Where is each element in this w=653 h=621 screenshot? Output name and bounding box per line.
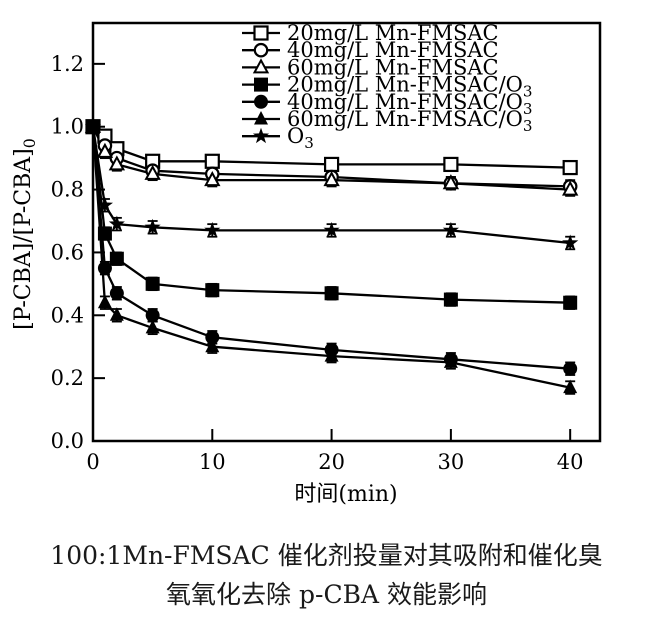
y-tick-label: 1.2 <box>51 52 84 76</box>
legend-label: 40mg/L Mn-FMSAC/O3 <box>287 90 533 118</box>
data-point-star <box>96 196 113 213</box>
legend-marker-triangle-open <box>252 58 270 74</box>
data-point-triangle-open <box>442 174 460 190</box>
x-tick-label: 40 <box>557 450 584 474</box>
y-tick-label: 0.4 <box>51 303 84 327</box>
caption-line-2: 氧氧化去除 p-CBA 效能影响 <box>166 580 487 609</box>
data-point-square-filled <box>145 276 160 291</box>
data-point-star <box>108 215 125 231</box>
data-point-triangle-filled <box>109 307 124 321</box>
data-point-triangle-open <box>108 155 126 171</box>
caption-line-1: 100:1Mn-FMSAC 催化剂投量对其吸附和催化臭 <box>50 541 603 570</box>
data-point-square-open <box>204 153 220 169</box>
data-point-star <box>442 221 459 238</box>
plot-frame <box>91 21 602 443</box>
data-point-square-filled <box>443 292 458 307</box>
x-axis-label: 时间(min) <box>294 482 397 507</box>
y-tick-label: 0.0 <box>51 429 84 453</box>
data-point-triangle-open <box>144 164 161 180</box>
data-point-circle-filled <box>205 330 220 345</box>
legend-label: 20mg/L Mn-FMSAC/O3 <box>287 73 533 101</box>
figure-caption: 100:1Mn-FMSAC 催化剂投量对其吸附和催化臭 氧氧化去除 p-CBA … <box>0 536 653 614</box>
y-tick-label: 1.0 <box>51 115 84 139</box>
legend-label: 40mg/L Mn-FMSAC <box>287 38 499 62</box>
y-axis-label: [P-CBA]/[P-CBA]0 <box>11 138 39 330</box>
legend-marker-square-open <box>253 25 269 41</box>
data-point-square-open <box>562 159 578 176</box>
y-tick-label: 0.8 <box>51 178 84 202</box>
legend-marker-triangle-filled <box>254 111 268 125</box>
data-point-star <box>204 221 221 238</box>
x-tick-label: 30 <box>438 450 465 474</box>
data-point-triangle-filled <box>145 319 160 334</box>
data-point-circle-filled <box>97 261 112 276</box>
data-point-square-filled <box>109 251 124 266</box>
data-point-triangle-filled <box>97 294 112 309</box>
data-point-circle-filled <box>109 286 124 301</box>
legend-marker-circle-open <box>253 42 269 58</box>
data-point-square-open <box>323 156 340 173</box>
data-point-triangle-open <box>204 171 221 187</box>
data-point-star <box>144 218 161 235</box>
chart-canvas: 0.0 0.2 0.4 0.6 0.8 1.0 1.2 0 10 20 30 40 时间(min) [P-… <box>11 21 602 507</box>
data-point-triangle-filled <box>443 354 458 368</box>
legend-label: 60mg/L Mn-FMSAC/O3 <box>287 107 533 135</box>
data-point-triangle-filled <box>563 379 578 394</box>
legend-label: O3 <box>287 124 314 152</box>
data-point-triangle-open <box>561 180 579 196</box>
data-point-square-filled <box>563 295 578 310</box>
data-point-star <box>562 234 579 250</box>
data-point-star <box>84 118 102 134</box>
legend-marker-star <box>252 127 270 144</box>
data-point-triangle-filled <box>324 348 339 362</box>
data-point-square-filled <box>97 226 112 241</box>
legend-label: 20mg/L Mn-FMSAC <box>287 21 499 45</box>
data-point-square-open <box>443 156 459 173</box>
series-line-square-filled <box>91 126 571 304</box>
y-tick-label: 0.2 <box>51 366 84 390</box>
x-tick-label: 20 <box>318 450 345 474</box>
data-point-triangle-filled <box>205 338 220 353</box>
data-point-triangle-open <box>96 142 114 158</box>
x-tick-label: 10 <box>199 450 226 474</box>
data-point-circle-filled <box>563 361 578 376</box>
legend-marker-circle-filled <box>254 94 268 109</box>
y-tick-label: 0.6 <box>51 240 84 264</box>
data-point-star <box>323 221 340 238</box>
legend-label: 60mg/L Mn-FMSAC <box>287 55 499 79</box>
data-point-triangle-open <box>323 171 340 187</box>
legend-marker-square-filled <box>254 77 268 92</box>
x-tick-label: 0 <box>86 450 99 474</box>
data-point-circle-filled <box>145 308 160 323</box>
data-point-square-filled <box>205 283 220 298</box>
data-point-square-filled <box>324 286 339 301</box>
